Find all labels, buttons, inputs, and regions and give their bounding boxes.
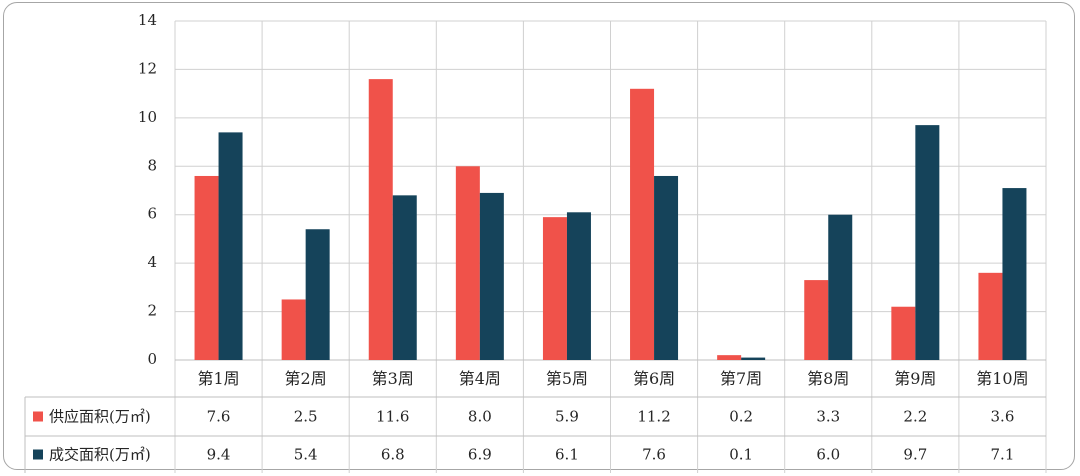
data-table-cell: 7.1 [991,446,1015,464]
category-label: 第5周 [546,369,588,388]
category-label: 第4周 [459,369,501,388]
data-table-cell: 5.4 [294,446,318,464]
bar-deal-7 [741,357,766,360]
chart-frame [3,2,1075,470]
category-label: 第6周 [633,369,675,388]
category-label: 第2周 [285,369,327,388]
bar-supply-10 [978,272,1003,360]
bar-deal-9 [915,125,940,360]
data-table-cell: 3.6 [991,408,1015,426]
legend-swatch-1 [33,411,43,422]
bar-supply-1 [194,175,219,360]
legend-label-1: 供应面积(万㎡) [49,408,151,426]
data-table-cell: 8.0 [468,408,492,426]
data-table-cell: 11.6 [376,408,409,426]
legend-label-2: 成交面积(万㎡) [49,446,151,464]
y-tick-label: 2 [147,302,157,320]
data-table-cell: 6.1 [555,446,579,464]
category-label: 第10周 [976,369,1028,388]
category-label: 第8周 [807,369,849,388]
data-table-cell: 9.4 [207,446,231,464]
category-label: 第1周 [197,369,239,388]
data-table-cell: 2.5 [294,408,318,426]
legend-swatch-2 [33,449,43,460]
y-tick-label: 10 [138,108,157,126]
data-table-cell: 7.6 [207,408,231,426]
y-tick-label: 14 [138,11,157,29]
bar-deal-1 [218,132,243,360]
bar-deal-4 [479,192,504,360]
data-table-cell: 9.7 [903,446,927,464]
bar-supply-2 [281,299,306,360]
category-label: 第7周 [720,369,762,388]
data-table-cell: 7.6 [642,446,666,464]
bar-deal-6 [654,175,679,360]
data-table-cell: 2.2 [903,408,927,426]
bar-deal-5 [566,212,591,360]
category-label: 第9周 [894,369,936,388]
bar-supply-4 [455,166,480,360]
data-table-cell: 6.0 [816,446,840,464]
y-tick-label: 8 [147,156,157,174]
bar-deal-8 [828,214,853,360]
data-table-cell: 3.3 [816,408,840,426]
data-table-cell: 11.2 [637,408,670,426]
y-tick-label: 0 [147,350,157,368]
bar-supply-5 [542,217,567,360]
bar-deal-10 [1002,188,1027,360]
bar-supply-7 [717,355,742,360]
y-tick-label: 4 [147,253,157,271]
bar-supply-8 [804,280,829,360]
bar-supply-3 [368,79,393,360]
bar-supply-6 [630,88,655,361]
y-tick-label: 6 [147,205,157,223]
data-table-cell: 6.8 [381,446,405,464]
y-tick-label: 12 [138,59,157,77]
category-label: 第3周 [372,369,414,388]
data-table-cell: 0.1 [729,446,753,464]
bar-deal-2 [305,229,330,360]
data-table-cell: 5.9 [555,408,579,426]
data-table-cell: 6.9 [468,446,492,464]
bar-supply-9 [891,306,916,360]
data-table-cell: 0.2 [729,408,753,426]
bar-deal-3 [392,195,417,360]
